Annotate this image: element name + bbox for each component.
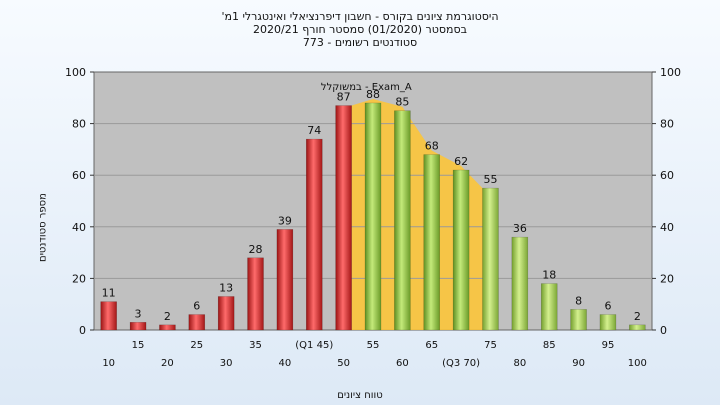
x-tick-label: 55 — [367, 340, 380, 351]
bars — [100, 102, 646, 331]
x-tick-label: 25 — [190, 340, 203, 351]
y-tick-label-left: 20 — [72, 272, 86, 285]
data-label: 28 — [249, 243, 263, 256]
x-tick-label: 50 — [337, 358, 350, 369]
chart-title-line-2: בסמסטר (01/2020) סמסטר חורף 2020/21 — [253, 23, 467, 36]
bar — [247, 257, 264, 331]
bar — [540, 283, 558, 331]
x-tick-label: 35 — [249, 340, 262, 351]
y-tick-label-left: 100 — [65, 66, 86, 79]
data-label: 87 — [337, 91, 351, 104]
bar — [599, 314, 617, 331]
x-tick-label: (Q3 70) — [442, 358, 480, 369]
x-tick-label: 85 — [543, 340, 556, 351]
bar — [335, 105, 352, 331]
x-tick-label: 75 — [484, 340, 497, 351]
bar — [482, 187, 499, 331]
bar — [306, 138, 323, 331]
data-label: 8 — [575, 294, 582, 307]
bar — [129, 322, 147, 331]
x-tick-label: 95 — [602, 340, 615, 351]
y-tick-label-right: 100 — [660, 66, 681, 79]
quartile-band-area — [351, 98, 483, 331]
bar — [100, 301, 117, 331]
x-tick-label: 90 — [572, 358, 585, 369]
bar — [394, 110, 411, 331]
data-label: 11 — [102, 287, 116, 300]
bar — [452, 169, 470, 331]
bar — [364, 102, 382, 331]
data-label: 36 — [513, 222, 527, 235]
x-tick-label: 10 — [102, 358, 115, 369]
bar — [276, 229, 294, 331]
chart-title-line-1: 'היסטוגרמת ציונים בקורס - חשבון דיפרנציא… — [221, 10, 499, 23]
y-tick-label-right: 0 — [660, 324, 667, 337]
x-tick-label: 30 — [220, 358, 233, 369]
bar — [188, 314, 206, 331]
y-axis-title: מספר סטודנטים — [37, 193, 49, 262]
bar — [159, 324, 176, 331]
x-tick-label: 40 — [279, 358, 292, 369]
bar — [511, 236, 529, 331]
data-label: 62 — [454, 155, 468, 168]
bar — [629, 324, 646, 331]
bar — [217, 296, 235, 331]
y-tick-label-right: 60 — [660, 169, 674, 182]
y-tick-label-right: 20 — [660, 272, 674, 285]
data-label: 88 — [366, 88, 380, 101]
data-label: 6 — [604, 300, 611, 313]
bar — [570, 309, 587, 331]
data-label: 13 — [219, 281, 233, 294]
chart-title-line-3: סטודנטים רשומים - 773 — [302, 36, 418, 49]
quartile-band — [351, 98, 483, 331]
y-tick-label-left: 40 — [72, 221, 86, 234]
data-label: 2 — [634, 310, 641, 323]
y-tick-label-left: 80 — [72, 118, 86, 131]
x-tick-label: 100 — [628, 358, 647, 369]
x-tick-label: 60 — [396, 358, 409, 369]
data-label: 39 — [278, 214, 292, 227]
x-tick-label: 65 — [425, 340, 438, 351]
data-label: 6 — [193, 300, 200, 313]
y-tick-label-left: 60 — [72, 169, 86, 182]
data-label: 18 — [542, 269, 556, 282]
bar — [423, 154, 440, 331]
y-tick-label-right: 80 — [660, 118, 674, 131]
data-label: 3 — [135, 307, 142, 320]
x-tick-label: 80 — [513, 358, 526, 369]
chart-annotation: במשוקלל - Exam_A — [321, 82, 412, 93]
data-label: 74 — [307, 124, 321, 137]
data-label: 55 — [483, 173, 497, 186]
x-tick-label: 15 — [132, 340, 145, 351]
data-label: 85 — [395, 96, 409, 109]
y-tick-label-right: 40 — [660, 221, 674, 234]
y-tick-label-left: 0 — [79, 324, 86, 337]
data-label: 2 — [164, 310, 171, 323]
x-tick-label: (Q1 45) — [295, 340, 333, 351]
x-tick-label: 20 — [161, 358, 174, 369]
data-label: 68 — [425, 140, 439, 153]
x-axis-title: טווח ציונים — [337, 390, 383, 401]
